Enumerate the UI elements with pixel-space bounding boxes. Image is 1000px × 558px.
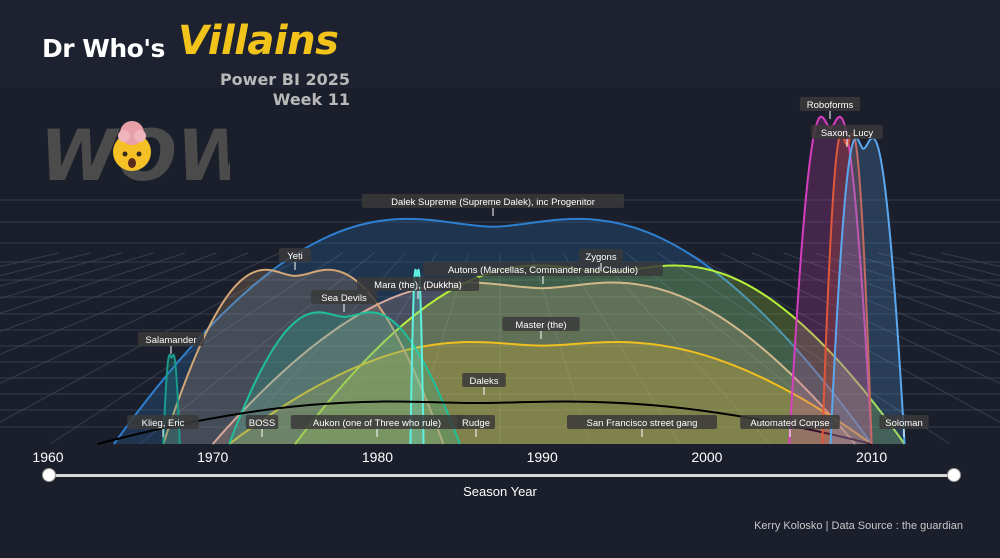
x-tick-2010: 2010 [856,449,888,465]
subtitle-year: Power BI 2025 [219,70,350,89]
svg-text:Sea Devils: Sea Devils [321,293,367,304]
svg-text:Saxon, Lucy: Saxon, Lucy [821,128,874,139]
svg-text:San Francisco street gang: San Francisco street gang [587,418,698,429]
series-label-1: Autons (Marcellas, Commander and Claudio… [423,262,663,284]
title-prefix: Dr Who's [42,34,165,63]
svg-text:Aukon (one of Three who rule): Aukon (one of Three who rule) [313,418,441,429]
series-line-7 [162,353,181,445]
series-line-8 [97,400,872,445]
svg-text:Soloman: Soloman [885,418,923,429]
svg-text:Dalek Supreme (Supreme Dalek),: Dalek Supreme (Supreme Dalek), inc Proge… [391,197,595,208]
series-label-0: Dalek Supreme (Supreme Dalek), inc Proge… [362,194,624,216]
villain-arc-chart: Dalek Supreme (Supreme Dalek), inc Proge… [0,97,1000,445]
series-labels: Dalek Supreme (Supreme Dalek), inc Proge… [127,97,929,437]
series-line-6 [409,268,425,445]
svg-text:Mara (the), (Dukkha): Mara (the), (Dukkha) [374,280,462,291]
x-axis-title: Season Year [463,484,537,499]
svg-text:Daleks: Daleks [469,376,498,387]
series-label-2: Zygons [579,249,623,271]
credit-text: Kerry Kolosko | Data Source : the guardi… [754,520,963,532]
series-label-15: San Francisco street gang [567,415,717,437]
svg-text:Yeti: Yeti [287,251,303,262]
x-tick-1970: 1970 [197,449,229,465]
series-areas [97,115,906,445]
header-bar: Dr Who's Villains [0,0,1000,88]
series-label-10: Saxon, Lucy [811,125,883,147]
slider-track[interactable] [48,474,954,477]
slider-handle-start[interactable] [42,468,56,482]
series-label-9: Roboforms [799,97,861,119]
x-tick-1990: 1990 [526,449,558,465]
wow-logo: WOW [40,118,230,188]
series-label-13: Aukon (one of Three who rule) [290,415,464,437]
svg-text:Salamander: Salamander [145,335,196,346]
x-tick-1960: 1960 [32,449,64,465]
svg-text:Automated Corpse: Automated Corpse [750,418,829,429]
series-line-3 [228,341,873,445]
series-line-11 [829,137,906,445]
series-label-14: Rudge [457,415,495,437]
series-area-5 [229,312,460,444]
series-line-0 [113,217,873,445]
svg-text:Autons (Marcellas, Commander a: Autons (Marcellas, Commander and Claudio… [448,265,638,276]
svg-text:Zygons: Zygons [585,252,616,263]
subtitle-week: Week 11 [272,90,350,109]
series-area-11 [830,138,905,444]
svg-text:Roboforms: Roboforms [807,100,854,111]
series-label-17: Soloman [879,415,929,437]
series-label-8: Daleks [462,373,506,395]
svg-text:Rudge: Rudge [462,418,490,429]
series-area-1 [212,282,856,444]
series-label-7: Salamander [138,332,204,354]
x-tick-2000: 2000 [691,449,723,465]
title-highlight: Villains [178,18,339,64]
series-label-5: Sea Devils [311,290,377,312]
series-area-9 [789,116,872,444]
series-label-3: Master (the) [502,317,580,339]
exploding-head-emoji-icon [113,121,151,171]
svg-text:Master (the): Master (the) [515,320,566,331]
series-label-6: Mara (the), (Dukkha) [357,277,479,299]
series-label-16: Automated Corpse [740,415,840,437]
x-tick-1980: 1980 [361,449,394,465]
series-line-5 [228,311,461,445]
svg-text:BOSS: BOSS [249,418,275,429]
svg-text:Klieg, Eric: Klieg, Eric [142,418,185,429]
slider-handle-end[interactable] [947,468,961,482]
series-label-12: BOSS [245,415,279,437]
series-line-4 [162,268,445,445]
series-label-4: Yeti [278,248,312,270]
series-area-2 [295,265,905,444]
series-label-11: Klieg, Eric [127,415,199,437]
